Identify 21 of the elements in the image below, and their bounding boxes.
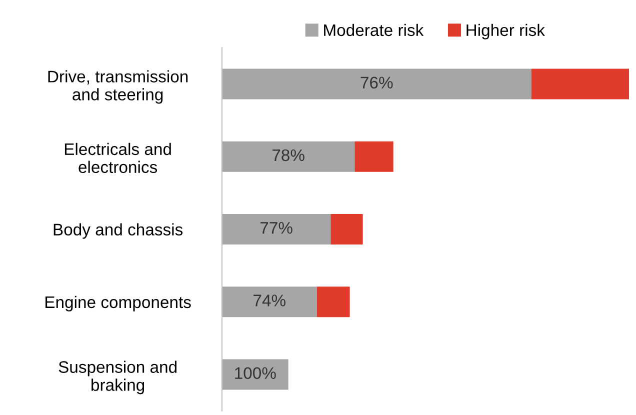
bar [316, 286, 350, 318]
annotation: 77% [260, 222, 292, 234]
annotation: 78% [272, 149, 304, 162]
y-tick-label: Body and chassis [54, 223, 183, 239]
bar [531, 68, 630, 100]
annotation: 74% [254, 294, 286, 306]
bar [222, 141, 355, 172]
bar [222, 68, 532, 100]
y-tick-label: Electricals and electronics [64, 142, 171, 174]
annotation: 76% [360, 76, 393, 89]
bar [222, 214, 331, 245]
legend-label: Moderate risk [324, 24, 424, 36]
annotation: 100% [235, 367, 276, 380]
legend-label: Higher risk [466, 24, 545, 40]
y-tick-label: Drive, transmission and steering [48, 70, 188, 104]
bar [222, 286, 317, 318]
bar [222, 359, 288, 390]
bar [354, 141, 394, 172]
bar [330, 214, 363, 245]
y-tick-label: Suspension and braking [58, 360, 176, 394]
y-tick-label: Engine components [46, 296, 191, 312]
